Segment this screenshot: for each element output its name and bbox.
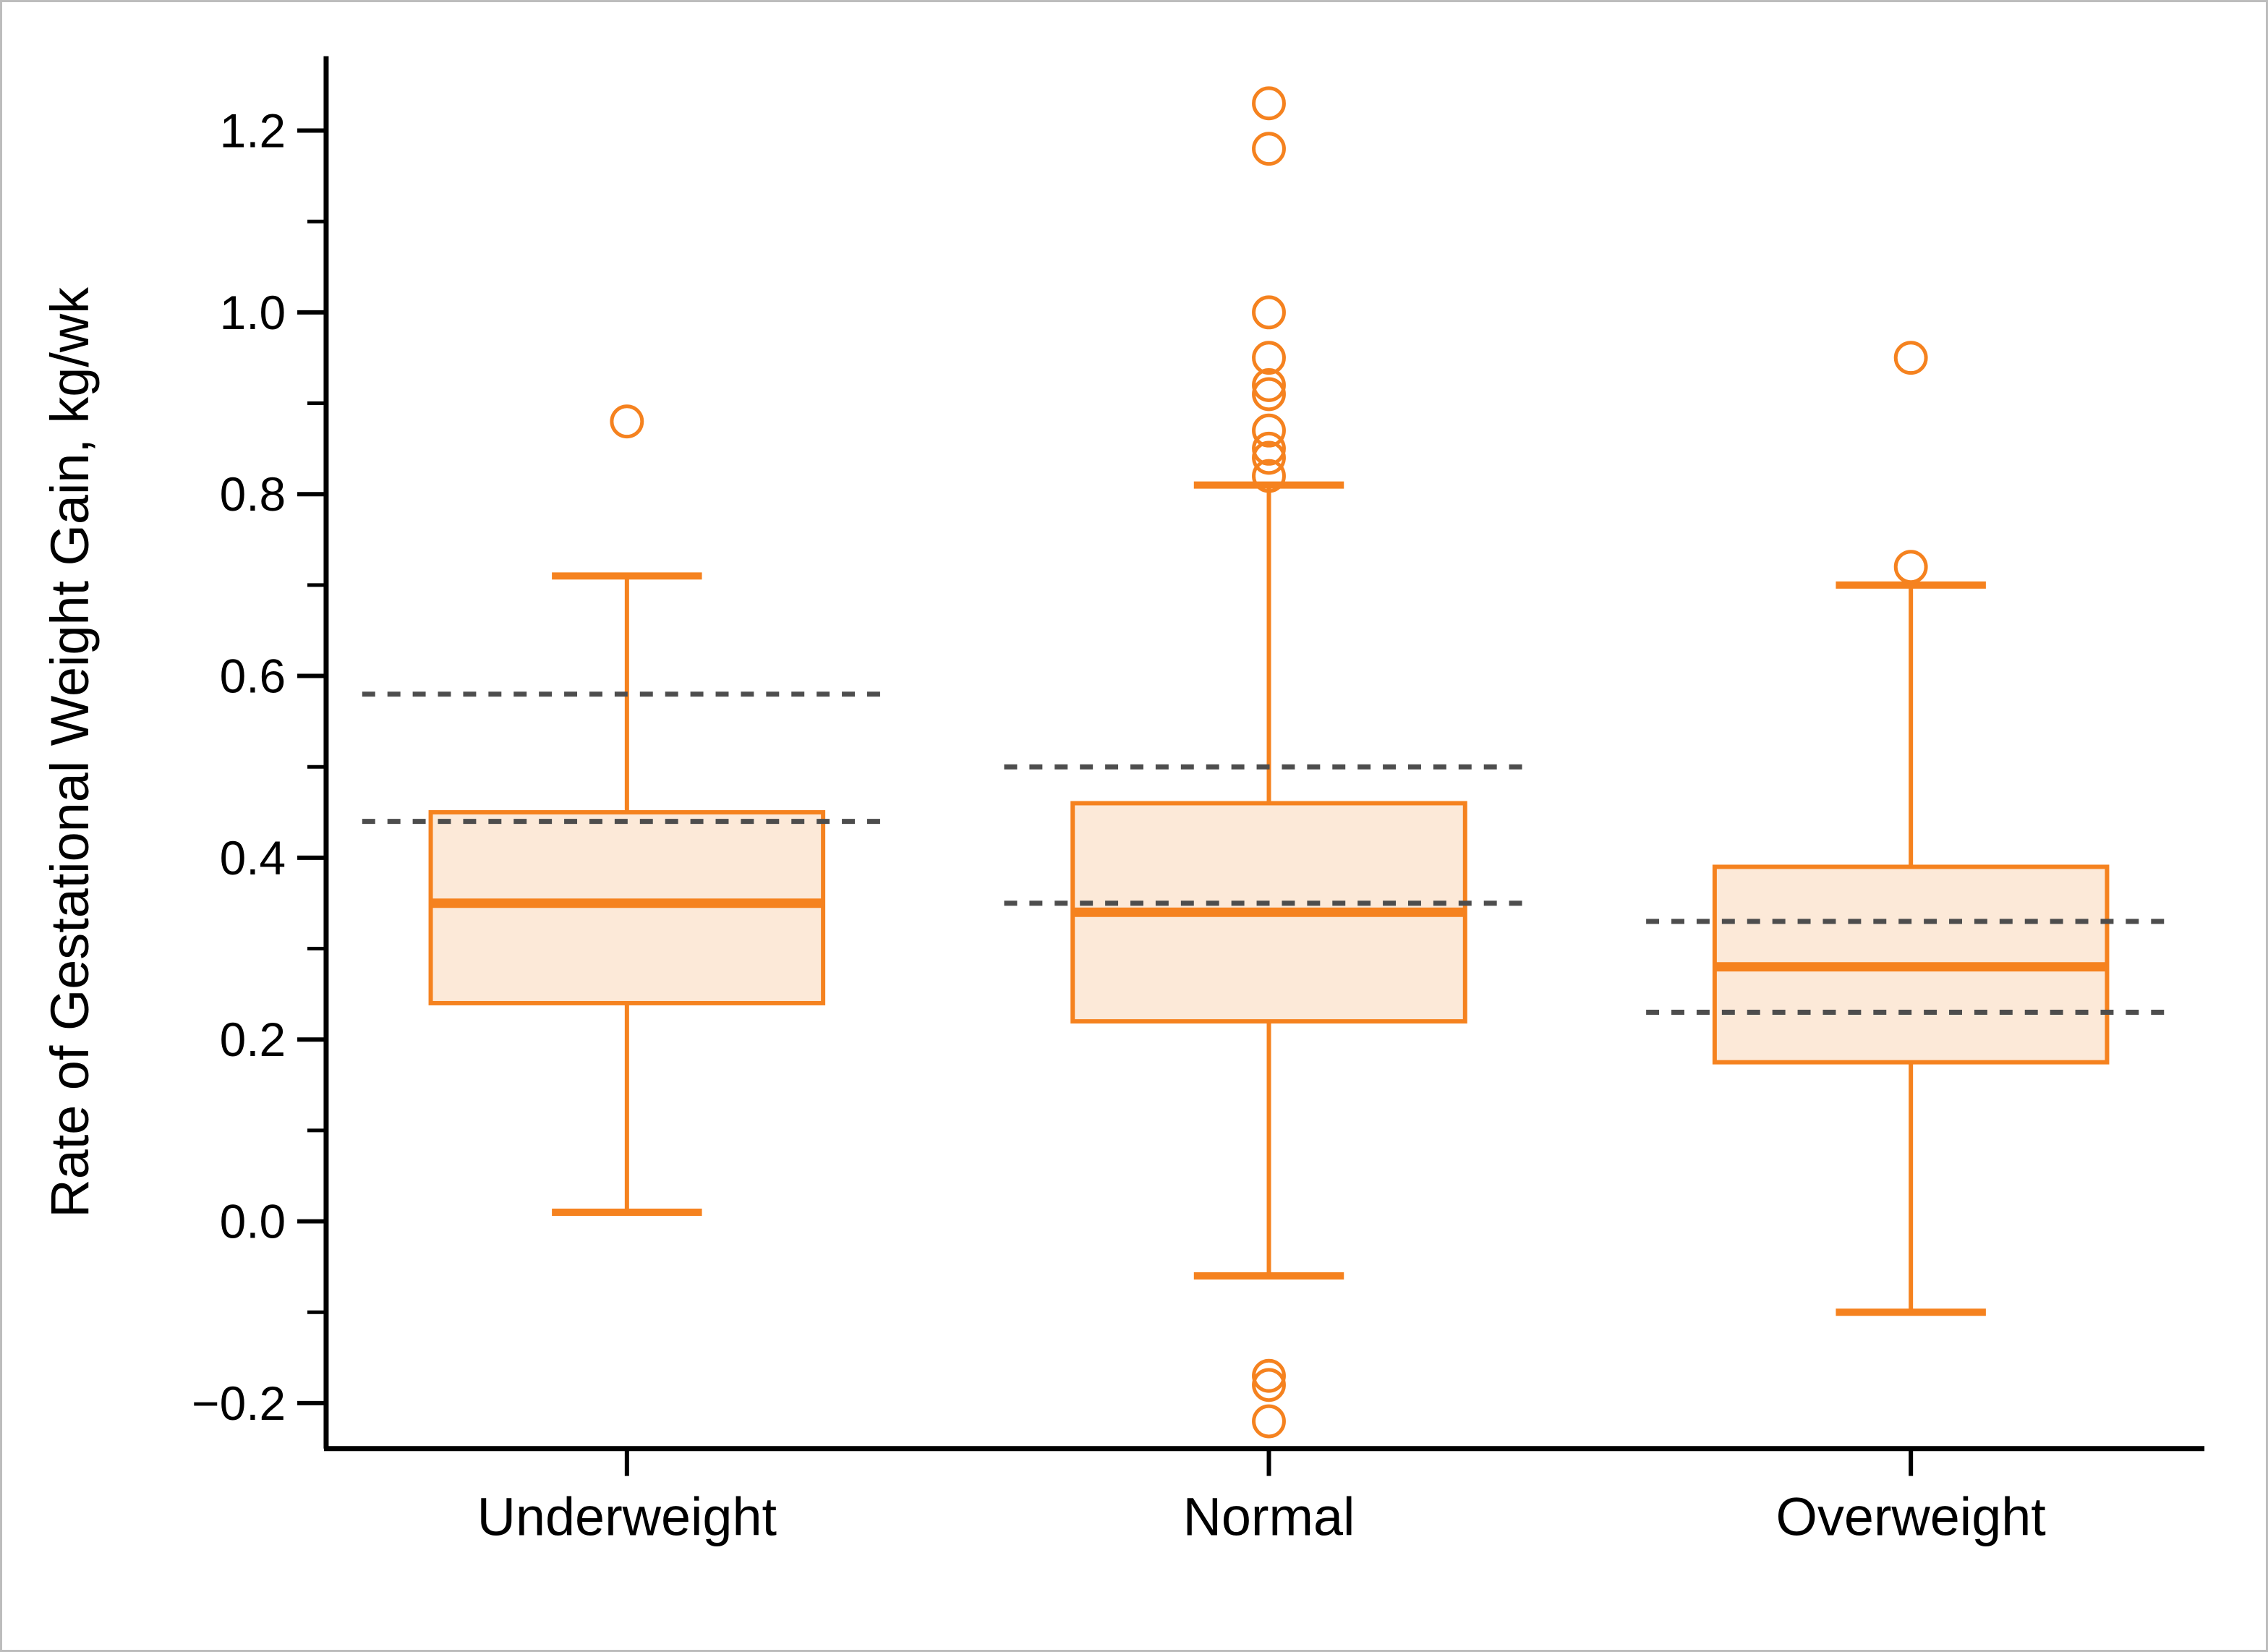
outlier-point-overweight bbox=[1893, 550, 1928, 584]
y-tick-label: 0.8 bbox=[220, 467, 286, 521]
outlier-point-normal bbox=[1252, 132, 1286, 166]
outlier-point-overweight bbox=[1893, 341, 1928, 375]
x-category-label-overweight: Overweight bbox=[1776, 1486, 2046, 1546]
outlier-point-normal bbox=[1252, 295, 1286, 330]
y-tick-label: 0.0 bbox=[220, 1195, 286, 1248]
outlier-point-underweight bbox=[610, 404, 644, 439]
outlier-point-normal bbox=[1252, 459, 1286, 493]
y-tick-label: 0.4 bbox=[220, 831, 286, 885]
outlier-point-normal bbox=[1252, 86, 1286, 121]
y-tick-label: 0.2 bbox=[220, 1013, 286, 1066]
outlier-point-normal bbox=[1252, 1358, 1286, 1393]
outlier-point-normal bbox=[1252, 413, 1286, 448]
plot-area: 1.2 1.0 0.8 0.6 0.4 0.2 0.0 −0.2 Underweight Norm… bbox=[192, 56, 2205, 1546]
outlier-point-normal bbox=[1252, 1368, 1286, 1402]
y-tick-label: −0.2 bbox=[192, 1376, 286, 1430]
y-axis-title: Rate of Gestational Weight Gain, kg/wk bbox=[40, 287, 100, 1218]
outlier-point-normal bbox=[1252, 367, 1286, 402]
outlier-point-normal bbox=[1252, 431, 1286, 466]
outlier-point-normal bbox=[1252, 440, 1286, 475]
y-tick-label: 1.2 bbox=[220, 103, 286, 157]
outlier-point-normal bbox=[1252, 377, 1286, 412]
outlier-point-normal bbox=[1252, 1404, 1286, 1439]
x-category-label-underweight: Underweight bbox=[477, 1486, 777, 1546]
x-category-label-normal: Normal bbox=[1183, 1486, 1355, 1546]
y-tick-label: 0.6 bbox=[220, 649, 286, 702]
y-tick-label: 1.0 bbox=[220, 286, 286, 339]
outlier-point-normal bbox=[1252, 341, 1286, 375]
